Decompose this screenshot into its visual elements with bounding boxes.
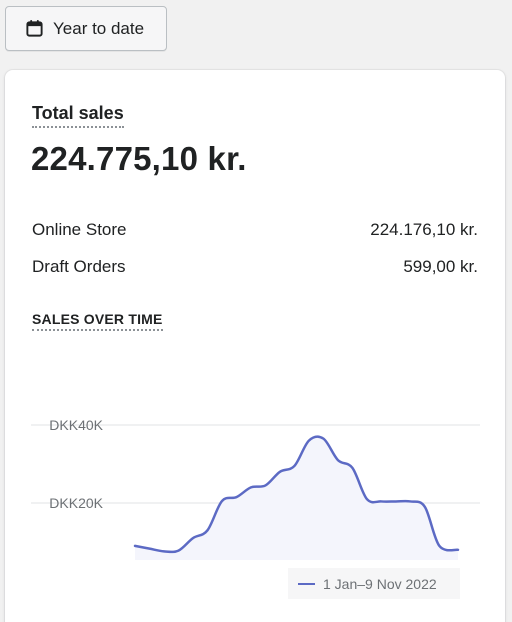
sales-card: Total sales 224.775,10 kr. Online Store … <box>5 70 505 622</box>
date-range-button[interactable]: Year to date <box>5 6 167 51</box>
legend-label: 1 Jan–9 Nov 2022 <box>323 575 437 592</box>
series-line <box>133 435 460 554</box>
legend-swatch <box>298 582 315 585</box>
y-tick-label: DKK20K <box>49 495 103 511</box>
series-area <box>135 436 458 560</box>
breakdown-row: Draft Orders 599,00 kr. <box>32 257 478 277</box>
y-tick-label: DKK40K <box>49 417 103 433</box>
total-sales-value: 224.775,10 kr. <box>31 140 247 177</box>
row-label: Online Store <box>32 220 127 239</box>
breakdown-row: Online Store 224.176,10 kr. <box>32 220 478 240</box>
row-label: Draft Orders <box>32 257 126 276</box>
sales-over-time-chart: DKK0DKK20KDKK40KJan 2022May 2022Sept 202… <box>31 417 480 560</box>
row-value: 224.176,10 kr. <box>370 220 478 239</box>
chart-legend[interactable]: 1 Jan–9 Nov 2022 <box>288 568 460 599</box>
date-range-label: Year to date <box>53 18 145 38</box>
row-value: 599,00 kr. <box>403 257 478 276</box>
total-sales-title[interactable]: Total sales <box>32 103 124 128</box>
calendar-icon <box>26 19 43 37</box>
chart-title[interactable]: SALES OVER TIME <box>32 311 163 331</box>
